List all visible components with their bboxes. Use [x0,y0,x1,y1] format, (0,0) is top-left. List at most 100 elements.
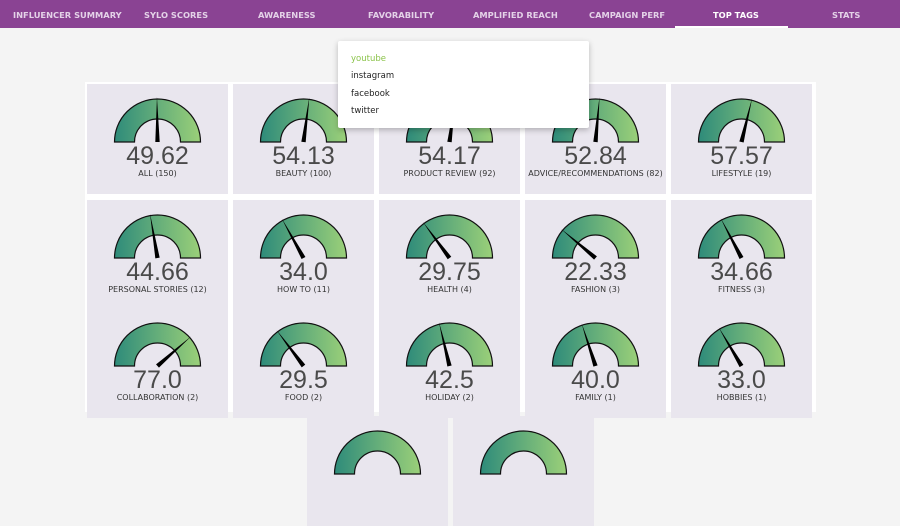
gauge-arc [259,322,348,367]
gauge-dial [259,322,348,368]
gauge-label: HEALTH (4) [427,285,472,294]
gauge-value: 34.0 [279,258,328,286]
gauge-dial [697,214,786,260]
gauge-needle [281,218,306,260]
gauge-label: FITNESS (3) [718,285,765,294]
gauge-dial [405,322,494,367]
gauge-arc [405,214,494,259]
gauge-dial [333,430,422,475]
gauge-dial [551,214,640,260]
gauge-card: 57.57 LIFESTYLE (19) [671,84,812,194]
gauge-arc [697,98,786,143]
gauge-card: 42.5 HOLIDAY (2) [379,308,520,418]
gauge-needle [720,218,744,260]
gauge-card: 29.75 HEALTH (4) [379,200,520,310]
tab-sylo-scores[interactable]: SYLO SCORES [144,10,209,20]
gauge-card: 29.5 FOOD (2) [233,308,374,418]
gauge-dial [113,97,202,143]
gauge-dial [697,322,786,368]
gauge-arc [405,322,494,367]
tab-favorability[interactable]: FAVORABILITY [368,10,435,20]
gauge-dial [479,430,568,475]
gauge-arc [333,430,422,475]
gauge-dial [259,214,348,260]
gauge-value: 29.75 [418,258,481,286]
gauge-label: BEAUTY (100) [275,169,332,178]
gauge-dial [405,214,494,260]
gauge-arc [697,322,786,367]
gauge-arc [113,322,202,367]
gauge-card: 33.0 HOBBIES (1) [671,308,812,418]
gauge-needle [301,97,310,143]
gauge-needle [718,327,744,368]
gauge-value: 29.5 [279,366,328,394]
gauge-arc [479,430,568,475]
gauge-value: 57.57 [710,142,773,170]
gauge-arc [551,214,640,259]
gauge-arc [259,214,348,259]
gauge-value: 77.0 [133,366,182,394]
gauge-label: FAMILY (1) [575,393,616,402]
gauge-card [307,416,448,526]
gauge-value: 54.17 [418,142,481,170]
platform-dropdown-menu: youtube instagram facebook twitter [338,41,589,128]
gauge-dial [113,322,202,368]
gauge-value: 40.0 [571,366,620,394]
dropdown-item-instagram[interactable]: instagram [351,71,395,81]
gauge-value: 49.62 [126,142,189,170]
gauge-arc [551,322,640,367]
gauge-arc [697,214,786,259]
gauge-label: HOLIDAY (2) [425,393,474,402]
active-tab-indicator [675,26,788,28]
gauge-needle [438,322,452,367]
gauge-value: 34.66 [710,258,773,286]
gauge-label: PRODUCT REVIEW (92) [403,169,496,178]
gauge-needle [422,221,452,260]
gauge-arc [113,98,202,143]
gauge-needle [581,323,598,367]
gauge-needle [739,98,753,143]
gauge-needle [276,330,306,368]
gauge-label: LIFESTYLE (19) [711,169,772,178]
dropdown-item-youtube[interactable]: youtube [351,54,386,64]
gauge-value: 42.5 [425,366,474,394]
gauge-card: 40.0 FAMILY (1) [525,308,666,418]
gauge-needle [149,213,160,259]
gauge-value: 54.13 [272,142,335,170]
dropdown-item-twitter[interactable]: twitter [351,106,380,116]
gauge-label: FASHION (3) [571,285,620,294]
gauge-card: 77.0 COLLABORATION (2) [87,308,228,418]
tab-influencer-summary[interactable]: INFLUENCER SUMMARY [13,10,122,20]
gauge-card: 44.66 PERSONAL STORIES (12) [87,200,228,310]
gauge-label: ADVICE/RECOMMENDATIONS (82) [528,169,663,178]
gauge-card: 34.0 HOW TO (11) [233,200,374,310]
gauge-needle [155,97,160,143]
gauge-dial [697,98,786,143]
gauge-label: HOW TO (11) [277,285,330,294]
tab-stats[interactable]: STATS [832,10,861,20]
tab-amplified-reach[interactable]: AMPLIFIED REACH [473,10,558,20]
gauge-label: HOBBIES (1) [716,393,767,402]
gauge-card [453,416,594,526]
dropdown-item-facebook[interactable]: facebook [351,89,390,99]
gauge-value: 52.84 [564,142,627,170]
tab-campaign-perf[interactable]: CAMPAIGN PERF [589,10,666,20]
tab-awareness[interactable]: AWARENESS [258,10,316,20]
gauge-needle [561,228,597,260]
gauge-label: PERSONAL STORIES (12) [108,285,207,294]
gauge-dial [113,213,202,259]
gauge-label: COLLABORATION (2) [116,393,199,402]
gauge-arc [113,214,202,259]
gauge-value: 22.33 [564,258,627,286]
gauge-card: 49.62 ALL (150) [87,84,228,194]
gauge-dial [259,97,348,143]
top-nav-bar: INFLUENCER SUMMARY SYLO SCORES AWARENESS… [0,0,900,28]
gauge-dial [551,322,640,367]
gauge-needle [156,336,192,368]
tab-top-tags[interactable]: TOP TAGS [713,10,759,20]
gauge-arc [259,98,348,143]
gauge-needle [593,97,600,143]
gauge-value: 44.66 [126,258,189,286]
gauge-label: ALL (150) [138,169,177,178]
gauge-value: 33.0 [717,366,766,394]
